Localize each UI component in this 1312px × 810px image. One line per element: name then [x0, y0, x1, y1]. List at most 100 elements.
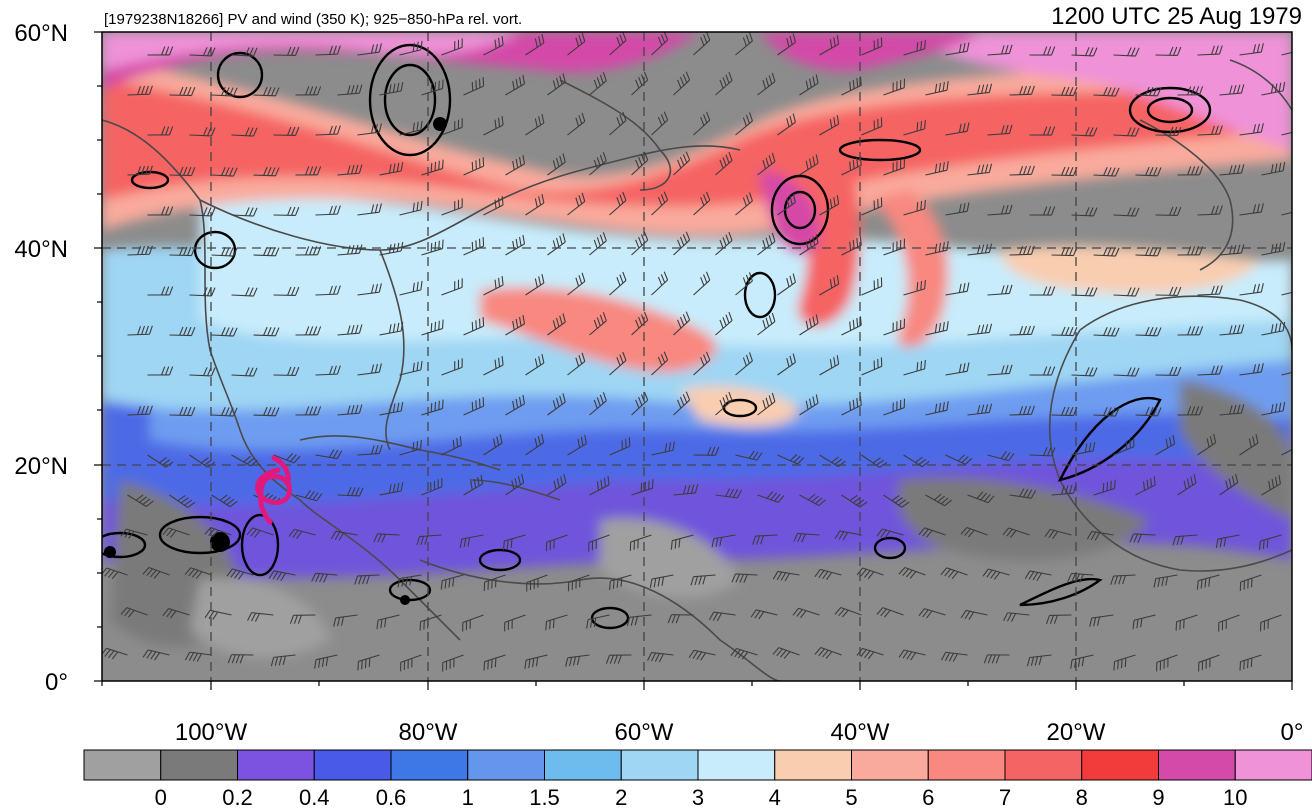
wind-barb: [1260, 614, 1282, 632]
wind-barb: [1071, 367, 1098, 377]
wind-barb: [189, 127, 216, 137]
wind-barb: [483, 654, 506, 671]
wind-barb: [735, 450, 763, 461]
wind-barb: [1261, 81, 1286, 96]
colorbar-swatch: [83, 749, 162, 781]
colorbar-label: 4: [769, 785, 781, 810]
wind-barb: [545, 534, 568, 552]
wind-barb: [1071, 287, 1098, 297]
figure-subtitle: [1979238N18266] PV and wind (350 K); 925…: [104, 11, 522, 28]
wind-barb: [1093, 407, 1120, 417]
wind-barb: [987, 204, 1013, 216]
wind-barb: [399, 360, 423, 376]
wind-barb: [945, 454, 973, 465]
wind-barb: [314, 654, 338, 669]
wind-barb: [793, 532, 820, 543]
wind-barb: [589, 72, 607, 96]
wind-barb: [799, 314, 819, 336]
wind-barb: [631, 391, 649, 416]
wind-barb: [861, 197, 883, 216]
wind-barb: [586, 614, 610, 629]
wind-barb: [357, 123, 382, 136]
wind-barb: [1071, 207, 1098, 217]
wind-barb: [945, 362, 970, 376]
wind-barb: [463, 474, 484, 496]
wind-barb: [379, 402, 404, 416]
wind-barb: [772, 647, 800, 659]
wind-barb: [876, 528, 904, 539]
wind-barb: [1093, 479, 1116, 496]
colorbar-swatch: [1004, 749, 1083, 781]
wind-barb: [799, 394, 819, 416]
wind-barb: [483, 35, 504, 56]
wind-barb: [735, 352, 753, 376]
wind-barb: [631, 231, 649, 256]
wind-barb: [162, 608, 190, 619]
wind-barb: [1239, 123, 1264, 136]
wind-barb: [379, 82, 404, 96]
colorbar-swatch: [1234, 749, 1312, 781]
wind-barb: [441, 38, 463, 56]
wind-barb: [715, 311, 733, 336]
wind-barb: [647, 652, 674, 663]
wind-barb: [688, 649, 716, 661]
wind-barb: [609, 574, 632, 591]
wind-barb: [1113, 207, 1140, 217]
lon-label-0: 0°: [1281, 719, 1304, 746]
vorticity-maxima: [104, 117, 447, 605]
wind-barb: [752, 534, 778, 545]
wind-barb: [421, 159, 444, 176]
colorbar-label: 0.4: [299, 785, 330, 810]
colorbar-swatch: [544, 749, 622, 781]
wind-barb: [463, 157, 485, 176]
colorbar-label: 8: [1076, 785, 1088, 810]
wind-barb: [925, 81, 949, 96]
wind-barb: [184, 651, 212, 662]
wind-barb: [337, 324, 363, 336]
wind-barb: [547, 73, 566, 96]
wind-barb: [416, 534, 442, 546]
wind-barb: [1029, 46, 1056, 56]
wind-barb: [315, 449, 343, 460]
wind-barb: [547, 474, 567, 496]
tropical-cyclone-icon: [255, 455, 292, 525]
wind-barb: [1093, 327, 1120, 337]
wind-barb: [127, 494, 154, 507]
wind-barb: [169, 494, 196, 508]
wind-barb: [1113, 367, 1140, 377]
wind-barb: [295, 326, 322, 336]
wind-barb: [547, 153, 566, 176]
wind-barb: [1197, 45, 1223, 56]
wind-barb: [1135, 86, 1162, 97]
wind-barb: [1261, 474, 1281, 496]
wind-barb: [799, 154, 819, 176]
wind-barb: [1110, 574, 1136, 585]
wind-barb: [357, 444, 383, 456]
wind-barb: [102, 567, 128, 580]
wind-barb: [273, 206, 300, 217]
wind-barb: [525, 194, 545, 216]
wind-barb: [127, 85, 153, 96]
wind-barb: [1093, 87, 1120, 97]
wind-barb: [1155, 434, 1176, 456]
wind-barb: [715, 391, 733, 416]
wind-barb: [1009, 405, 1035, 416]
wind-barb: [483, 275, 504, 296]
wind-barb: [967, 163, 993, 176]
colorbar-swatch: [620, 749, 699, 781]
wind-barb: [1239, 203, 1264, 216]
wind-barb: [777, 33, 796, 56]
wind-barb: [315, 125, 341, 136]
colorbar-label: 7: [999, 785, 1011, 810]
wind-barb: [376, 614, 400, 630]
lat-label-0: 0°: [45, 669, 68, 696]
wind-barb: [667, 614, 694, 624]
wind-barb: [814, 647, 842, 659]
wind-barb: [750, 609, 778, 620]
wind-barb: [379, 242, 404, 256]
wind-barb: [1219, 244, 1245, 256]
wind-barb: [211, 327, 238, 337]
wind-barb: [799, 493, 827, 507]
wind-barb: [1044, 528, 1072, 540]
wind-barb: [525, 114, 545, 136]
